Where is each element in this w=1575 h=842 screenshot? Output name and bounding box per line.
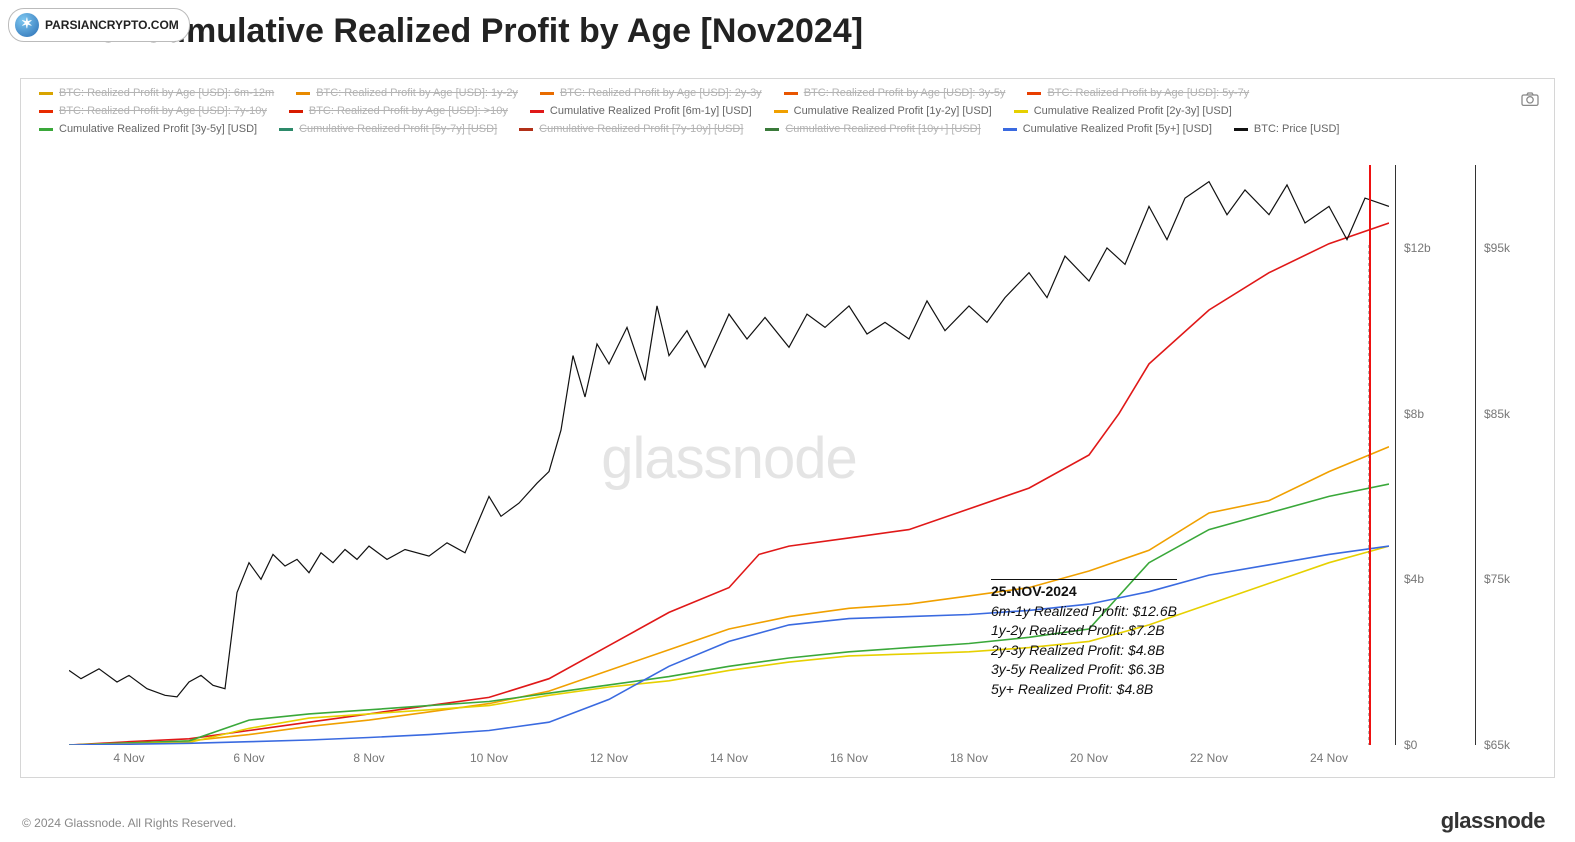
chart-frame: BTC: Realized Profit by Age [USD]: 6m-12… (20, 78, 1555, 778)
legend-item[interactable]: Cumulative Realized Profit [5y+] [USD] (1003, 123, 1212, 135)
ytick-usd: $4b (1404, 572, 1424, 586)
ytick-price: $65k (1484, 738, 1510, 752)
legend-swatch-icon (279, 128, 293, 131)
legend-label: BTC: Price [USD] (1254, 123, 1340, 135)
legend-label: Cumulative Realized Profit [3y-5y] [USD] (59, 123, 257, 135)
xtick: 6 Nov (233, 751, 264, 765)
legend-swatch-icon (39, 128, 53, 131)
xtick: 24 Nov (1310, 751, 1348, 765)
legend-label: BTC: Realized Profit by Age [USD]: 6m-12… (59, 87, 274, 99)
y-axis-usd: $0$4b$8b$12b (1395, 165, 1455, 745)
legend-label: BTC: Realized Profit by Age [USD]: 1y-2y (316, 87, 518, 99)
xtick: 16 Nov (830, 751, 868, 765)
legend-label: Cumulative Realized Profit [2y-3y] [USD] (1034, 105, 1232, 117)
xtick: 8 Nov (353, 751, 384, 765)
legend-label: BTC: Realized Profit by Age [USD]: 2y-3y (560, 87, 762, 99)
source-badge: PARSIANCRYPTO.COM (8, 8, 190, 42)
chart-legend: BTC: Realized Profit by Age [USD]: 6m-12… (39, 87, 1464, 135)
xtick: 18 Nov (950, 751, 988, 765)
ytick-usd: $0 (1404, 738, 1417, 752)
legend-swatch-icon (39, 110, 53, 113)
legend-item[interactable]: BTC: Realized Profit by Age [USD]: 3y-5y (784, 87, 1006, 99)
series-price (69, 182, 1389, 697)
callout-line: 2y-3y Realized Profit: $4.8B (991, 641, 1177, 661)
xtick: 12 Nov (590, 751, 628, 765)
y-axis-price: $65k$75k$85k$95k (1475, 165, 1535, 745)
legend-item[interactable]: BTC: Price [USD] (1234, 123, 1340, 135)
xtick: 10 Nov (470, 751, 508, 765)
legend-swatch-icon (1234, 128, 1248, 131)
legend-item[interactable]: BTC: Realized Profit by Age [USD]: 7y-10… (39, 105, 267, 117)
legend-label: BTC: Realized Profit by Age [USD]: 5y-7y (1047, 87, 1249, 99)
ytick-price: $85k (1484, 407, 1510, 421)
legend-swatch-icon (1014, 110, 1028, 113)
ytick-price: $95k (1484, 241, 1510, 255)
series-3y-5y (69, 484, 1389, 745)
legend-label: Cumulative Realized Profit [10y+] [USD] (785, 123, 980, 135)
source-badge-logo-icon (15, 13, 39, 37)
ytick-price: $75k (1484, 572, 1510, 586)
legend-swatch-icon (765, 128, 779, 131)
legend-item[interactable]: Cumulative Realized Profit [2y-3y] [USD] (1014, 105, 1232, 117)
legend-item[interactable]: Cumulative Realized Profit [7y-10y] [USD… (519, 123, 743, 135)
legend-swatch-icon (530, 110, 544, 113)
legend-item[interactable]: BTC: Realized Profit by Age [USD]: 1y-2y (296, 87, 518, 99)
legend-label: BTC: Realized Profit by Age [USD]: 3y-5y (804, 87, 1006, 99)
callout-line: 1y-2y Realized Profit: $7.2B (991, 621, 1177, 641)
legend-label: Cumulative Realized Profit [5y-7y] [USD] (299, 123, 497, 135)
legend-item[interactable]: Cumulative Realized Profit [10y+] [USD] (765, 123, 980, 135)
callout-line: 3y-5y Realized Profit: $6.3B (991, 660, 1177, 680)
chart-plot-area: glassnode (69, 165, 1389, 745)
xtick: 20 Nov (1070, 751, 1108, 765)
legend-swatch-icon (774, 110, 788, 113)
series-5y+ (69, 546, 1389, 745)
legend-item[interactable]: Cumulative Realized Profit [5y-7y] [USD] (279, 123, 497, 135)
x-axis-date: 4 Nov 6 Nov 8 Nov 10 Nov 12 Nov 14 Nov 16 Nov 1… (69, 751, 1389, 773)
legend-label: Cumulative Realized Profit [1y-2y] [USD] (794, 105, 992, 117)
legend-label: BTC: Realized Profit by Age [USD]: 7y-10… (59, 105, 267, 117)
legend-item[interactable]: BTC: Realized Profit by Age [USD]: 2y-3y (540, 87, 762, 99)
legend-swatch-icon (289, 110, 303, 113)
ytick-usd: $8b (1404, 407, 1424, 421)
screenshot-camera-icon[interactable] (1520, 91, 1540, 107)
legend-label: Cumulative Realized Profit [7y-10y] [USD… (539, 123, 743, 135)
ytick-usd: $12b (1404, 241, 1431, 255)
legend-item[interactable]: BTC: Realized Profit by Age [USD]: >10y (289, 105, 508, 117)
footer-brand: glassnode (1441, 808, 1545, 834)
xtick: 14 Nov (710, 751, 748, 765)
legend-swatch-icon (784, 92, 798, 95)
legend-swatch-icon (1027, 92, 1041, 95)
legend-item[interactable]: Cumulative Realized Profit [6m-1y] [USD] (530, 105, 752, 117)
series-2y-3y (69, 546, 1389, 745)
callout-header: 25-NOV-2024 (991, 579, 1177, 602)
data-callout: 25-NOV-20246m-1y Realized Profit: $12.6B… (991, 579, 1177, 700)
footer-copyright: © 2024 Glassnode. All Rights Reserved. (22, 816, 236, 830)
legend-item[interactable]: Cumulative Realized Profit [3y-5y] [USD] (39, 123, 257, 135)
legend-swatch-icon (1003, 128, 1017, 131)
legend-item[interactable]: BTC: Realized Profit by Age [USD]: 6m-12… (39, 87, 274, 99)
source-badge-text: PARSIANCRYPTO.COM (45, 18, 179, 32)
xtick: 22 Nov (1190, 751, 1228, 765)
chart-svg (69, 165, 1389, 745)
legend-swatch-icon (519, 128, 533, 131)
marker-vline (1369, 165, 1371, 745)
callout-line: 5y+ Realized Profit: $4.8B (991, 680, 1177, 700)
legend-label: Cumulative Realized Profit [6m-1y] [USD] (550, 105, 752, 117)
legend-swatch-icon (39, 92, 53, 95)
legend-swatch-icon (296, 92, 310, 95)
legend-item[interactable]: Cumulative Realized Profit [1y-2y] [USD] (774, 105, 992, 117)
legend-swatch-icon (540, 92, 554, 95)
legend-item[interactable]: BTC: Realized Profit by Age [USD]: 5y-7y (1027, 87, 1249, 99)
callout-line: 6m-1y Realized Profit: $12.6B (991, 602, 1177, 622)
legend-label: BTC: Realized Profit by Age [USD]: >10y (309, 105, 508, 117)
legend-label: Cumulative Realized Profit [5y+] [USD] (1023, 123, 1212, 135)
xtick: 4 Nov (113, 751, 144, 765)
series-1y-2y (69, 447, 1389, 745)
